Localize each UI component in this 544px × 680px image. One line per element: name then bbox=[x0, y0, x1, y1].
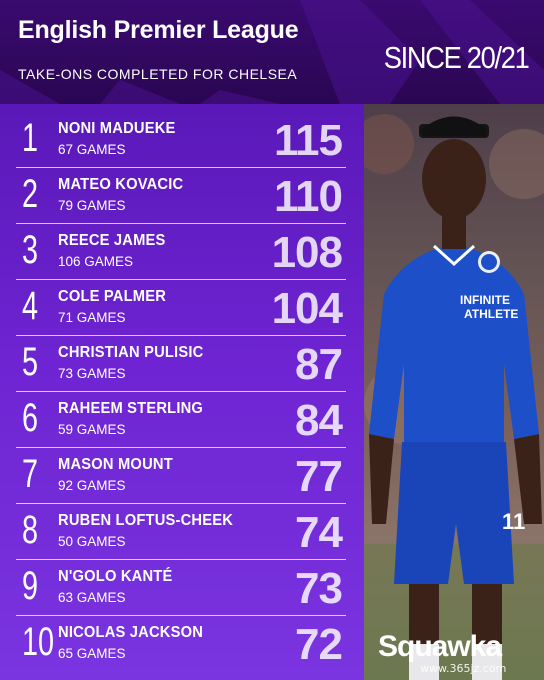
sponsor-line1: INFINITE bbox=[460, 293, 510, 307]
rank-number: 8 bbox=[22, 508, 39, 552]
row-divider bbox=[16, 335, 346, 336]
take-ons-value: 108 bbox=[271, 228, 343, 277]
header-pattern bbox=[0, 0, 544, 104]
page-title: English Premier League bbox=[18, 16, 299, 44]
player-name: RUBEN LOFTUS-CHEEK bbox=[58, 512, 234, 529]
shirt-number: 11 bbox=[502, 509, 525, 534]
ranking-row: 8 RUBEN LOFTUS-CHEEK 50 GAMES 74 bbox=[16, 504, 346, 560]
rank-number: 9 bbox=[22, 564, 39, 608]
games-count: 79 GAMES bbox=[58, 198, 126, 213]
rank-number: 6 bbox=[22, 396, 39, 440]
ranking-row: 1 NONI MADUEKE 67 GAMES 115 bbox=[16, 112, 346, 168]
player-name: MATEO KOVACIC bbox=[58, 176, 184, 193]
player-name: RAHEEM STERLING bbox=[58, 400, 204, 417]
row-divider bbox=[16, 559, 346, 560]
take-ons-value: 115 bbox=[274, 116, 343, 165]
player-name: MASON MOUNT bbox=[58, 456, 173, 473]
take-ons-value: 74 bbox=[295, 508, 343, 557]
games-count: 67 GAMES bbox=[58, 142, 126, 157]
watermark-text: www.365jz.com bbox=[420, 662, 507, 675]
ranking-row: 5 CHRISTIAN PULISIC 73 GAMES 87 bbox=[16, 336, 346, 392]
rank-number: 10 bbox=[22, 620, 55, 664]
games-count: 71 GAMES bbox=[58, 310, 126, 325]
player-name: COLE PALMER bbox=[58, 288, 167, 305]
games-count: 50 GAMES bbox=[58, 534, 126, 549]
ranking-row: 3 REECE JAMES 106 GAMES 108 bbox=[16, 224, 346, 280]
ranking-row: 6 RAHEEM STERLING 59 GAMES 84 bbox=[16, 392, 346, 448]
row-divider bbox=[16, 503, 346, 504]
player-name: N'GOLO KANTÉ bbox=[58, 568, 173, 585]
player-name: NICOLAS JACKSON bbox=[58, 624, 204, 641]
take-ons-value: 110 bbox=[274, 172, 343, 221]
games-count: 59 GAMES bbox=[58, 422, 126, 437]
take-ons-value: 104 bbox=[271, 284, 343, 333]
ranking-row: 7 MASON MOUNT 92 GAMES 77 bbox=[16, 448, 346, 504]
games-count: 92 GAMES bbox=[58, 478, 126, 493]
ranking-row: 2 MATEO KOVACIC 79 GAMES 110 bbox=[16, 168, 346, 224]
page-subtitle: TAKE-ONS COMPLETED FOR CHELSEA bbox=[18, 66, 298, 82]
take-ons-value: 77 bbox=[295, 452, 343, 501]
player-name: REECE JAMES bbox=[58, 232, 166, 249]
player-name: NONI MADUEKE bbox=[58, 120, 176, 137]
row-divider bbox=[16, 223, 346, 224]
player-photo: INFINITE ATHLETE 11 bbox=[364, 104, 544, 680]
player-name: CHRISTIAN PULISIC bbox=[58, 344, 204, 361]
header-banner: English Premier League TAKE-ONS COMPLETE… bbox=[0, 0, 544, 104]
games-count: 106 GAMES bbox=[58, 254, 134, 269]
row-divider bbox=[16, 447, 346, 448]
rank-number: 1 bbox=[22, 116, 39, 160]
rank-number: 3 bbox=[22, 228, 39, 272]
row-divider bbox=[16, 391, 346, 392]
sponsor-line2: ATHLETE bbox=[464, 307, 518, 321]
ranking-row: 10 NICOLAS JACKSON 65 GAMES 72 bbox=[16, 616, 346, 672]
rankings-list: 1 NONI MADUEKE 67 GAMES 115 2 MATEO KOVA… bbox=[0, 104, 364, 680]
games-count: 73 GAMES bbox=[58, 366, 126, 381]
games-count: 63 GAMES bbox=[58, 590, 126, 605]
rank-number: 5 bbox=[22, 340, 39, 384]
brand-logo: Squawka bbox=[378, 630, 502, 663]
rank-number: 2 bbox=[22, 172, 39, 216]
row-divider bbox=[16, 615, 346, 616]
games-count: 65 GAMES bbox=[58, 646, 126, 661]
take-ons-value: 84 bbox=[295, 396, 343, 445]
take-ons-value: 72 bbox=[295, 620, 343, 669]
rank-number: 4 bbox=[22, 284, 39, 328]
ranking-row: 9 N'GOLO KANTÉ 63 GAMES 73 bbox=[16, 560, 346, 616]
rank-number: 7 bbox=[22, 452, 39, 496]
ranking-row: 4 COLE PALMER 71 GAMES 104 bbox=[16, 280, 346, 336]
take-ons-value: 87 bbox=[295, 340, 343, 389]
row-divider bbox=[16, 279, 346, 280]
take-ons-value: 73 bbox=[295, 564, 343, 613]
since-label: SINCE 20/21 bbox=[383, 40, 529, 75]
row-divider bbox=[16, 167, 346, 168]
